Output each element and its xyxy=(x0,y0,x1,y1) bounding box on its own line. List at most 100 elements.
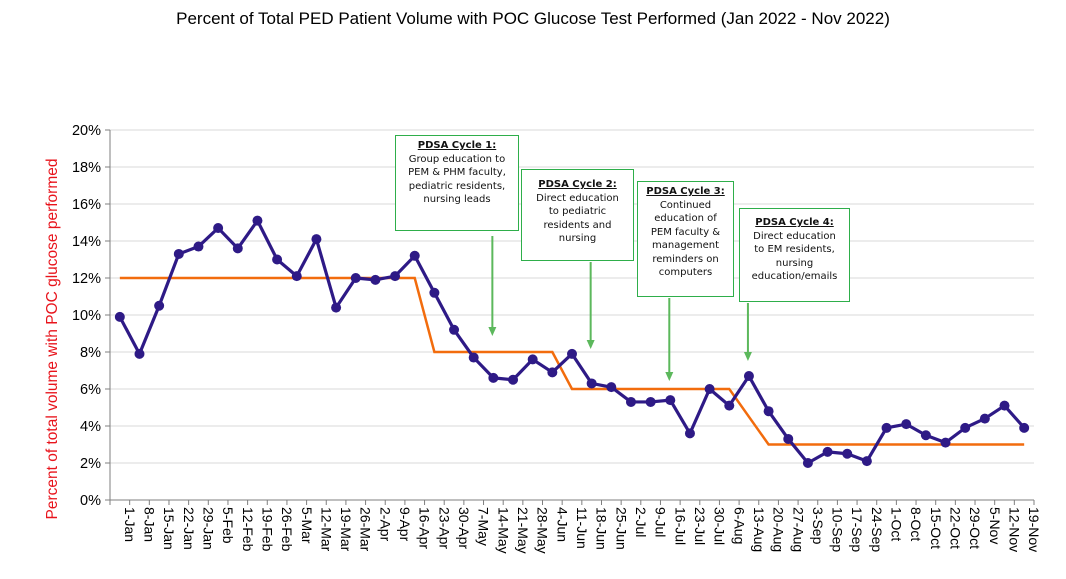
data-point xyxy=(783,433,794,444)
y-tick-label: 6% xyxy=(80,382,101,398)
data-point xyxy=(173,248,184,259)
annotation-pdsa-cycle-4: PDSA Cycle 4: Direct education to EM res… xyxy=(739,208,850,302)
x-tick-label: 10-Sep xyxy=(830,507,846,552)
x-tick-label: 29-Oct xyxy=(967,507,983,549)
x-tick-label: 16-Apr xyxy=(417,507,433,549)
x-tick-label: 26-Feb xyxy=(279,507,295,552)
x-tick-label: 29-Jan xyxy=(200,507,216,550)
step-line-series xyxy=(119,276,1025,446)
x-tick-label: 22-Oct xyxy=(948,507,964,549)
data-point xyxy=(468,352,479,363)
x-tick-label: 22-Jan xyxy=(181,507,197,550)
data-point xyxy=(822,446,833,457)
data-point xyxy=(920,430,931,441)
x-tick-label: 19-Feb xyxy=(259,507,275,552)
data-point xyxy=(960,422,971,433)
y-tick-label: 14% xyxy=(72,234,101,250)
x-tick-label: 16-Jul xyxy=(672,507,688,545)
x-tick-label: 6-Aug xyxy=(731,507,747,544)
annotation-title: PDSA Cycle 3: xyxy=(646,186,725,197)
data-point xyxy=(704,384,715,394)
x-tick-label: 5-Mar xyxy=(299,507,315,544)
data-line-series xyxy=(114,215,1030,468)
x-tick-label: 17-Sep xyxy=(849,507,865,552)
x-tick-label: 12-Feb xyxy=(240,507,256,552)
x-tick-label: 30-Apr xyxy=(456,507,472,549)
data-point xyxy=(508,374,519,385)
data-point xyxy=(606,382,617,393)
annotation-title: PDSA Cycle 4: xyxy=(755,217,834,228)
x-tick-label: 18-Jun xyxy=(594,507,610,550)
x-tick-label: 3-Sep xyxy=(810,507,826,545)
x-tick-label: 15-Oct xyxy=(928,507,944,549)
x-tick-label: 1-Jan xyxy=(122,507,138,542)
x-tick-label: 30-Jul xyxy=(712,507,728,545)
y-tick-label: 16% xyxy=(72,197,101,213)
x-tick-label: 5-Nov xyxy=(987,507,1003,544)
x-tick-label: 2-Jul xyxy=(633,507,649,537)
x-tick-label: 27-Aug xyxy=(790,507,806,552)
annotation-line: computers xyxy=(658,267,713,278)
data-point xyxy=(979,413,990,424)
y-tick-label: 18% xyxy=(72,160,101,176)
data-point xyxy=(1019,422,1030,433)
annotation-line: nursing xyxy=(775,257,814,269)
annotation-arrow-head xyxy=(665,372,674,381)
chart-title: Percent of Total PED Patient Volume with… xyxy=(176,9,890,28)
data-point xyxy=(390,271,401,282)
data-point xyxy=(645,396,656,407)
data-point xyxy=(527,354,538,365)
data-point xyxy=(350,273,361,283)
x-tick-label: 12-Nov xyxy=(1007,507,1023,552)
data-point xyxy=(429,287,440,298)
annotation-line: Direct education xyxy=(536,192,619,204)
y-axis-label: Percent of total volume with POC glucose… xyxy=(44,159,61,520)
y-tick-label: 12% xyxy=(72,271,101,287)
y-tick-label: 2% xyxy=(80,456,101,472)
y-tick-labels: 0% 2% 4% 6% 8% 10% 12% 14% 16% 18% 20% xyxy=(72,123,101,509)
y-tick-label: 0% xyxy=(80,493,101,509)
x-tick-label: 5-Feb xyxy=(220,507,236,544)
step-line xyxy=(119,276,1025,446)
x-tick-label: 23-Apr xyxy=(436,507,452,549)
annotation-line: residents and xyxy=(543,219,612,231)
data-point xyxy=(331,302,342,313)
data-point xyxy=(999,400,1010,411)
annotation-line: nursing xyxy=(558,233,597,244)
annotation-arrow-head xyxy=(586,340,595,349)
data-point xyxy=(567,348,577,359)
data-point xyxy=(232,243,243,254)
data-point xyxy=(802,458,813,468)
data-point xyxy=(370,274,381,285)
data-point xyxy=(409,250,420,261)
annotation-arrow-head xyxy=(743,352,752,361)
annotation-line: to pediatric xyxy=(548,206,607,217)
y-tick-label: 10% xyxy=(72,308,101,324)
data-point xyxy=(488,372,499,383)
annotation-line: education of xyxy=(654,213,717,224)
x-tick-label: 15-Jan xyxy=(161,507,177,550)
x-tick-label: 26-Mar xyxy=(358,507,374,552)
data-point xyxy=(940,437,951,448)
x-tick-label: 20-Aug xyxy=(771,507,787,552)
x-tick-label: 14-May xyxy=(495,507,511,554)
x-tick-label: 25-Jun xyxy=(613,507,629,550)
annotation-arrow-head xyxy=(488,327,497,336)
annotation-line: reminders on xyxy=(652,253,719,265)
x-tick-label: 19-Nov xyxy=(1026,507,1042,552)
data-point xyxy=(114,311,125,322)
x-tick-label: 8-Jan xyxy=(141,507,157,542)
x-tick-label: 2-Apr xyxy=(377,507,393,542)
y-tick-label: 4% xyxy=(80,419,101,435)
data-point xyxy=(743,371,754,382)
annotation-title: PDSA Cycle 1: xyxy=(417,140,497,151)
data-point xyxy=(252,215,263,226)
annotation-line: to EM residents, xyxy=(754,244,835,255)
annotation-line: Group education to xyxy=(408,153,506,165)
annotation-line: Direct education xyxy=(753,230,836,242)
data-point xyxy=(134,348,145,359)
x-tick-label: 13-Aug xyxy=(751,507,767,552)
data-point xyxy=(449,324,460,335)
annotation-pdsa-cycle-1: PDSA Cycle 1: Group education to PEM & P… xyxy=(395,135,519,231)
